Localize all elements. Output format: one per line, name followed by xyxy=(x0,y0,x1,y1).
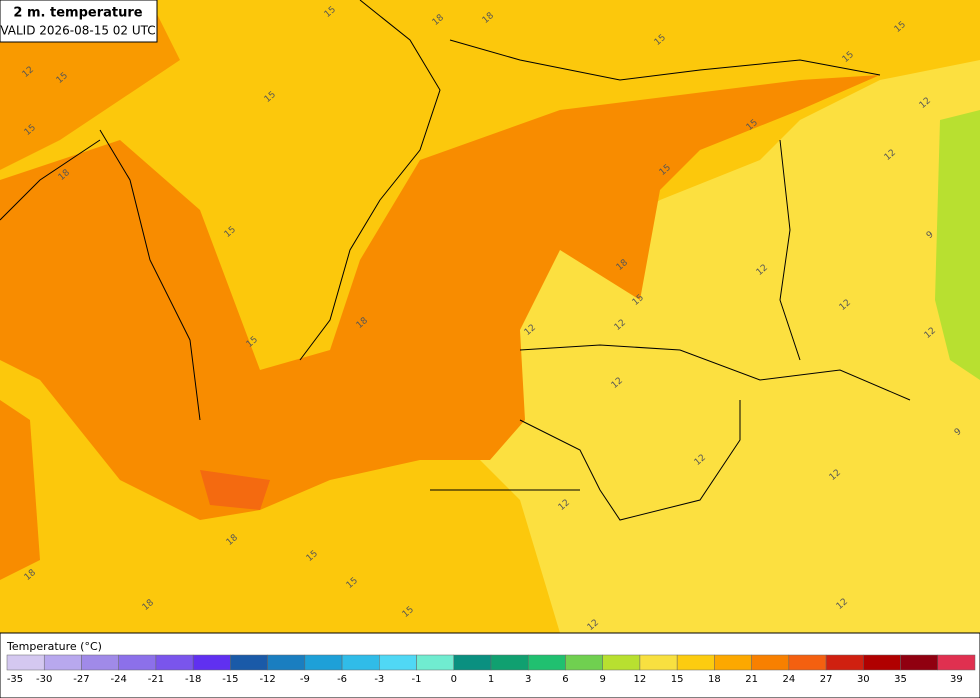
legend-label: 0 xyxy=(451,674,457,685)
legend-swatch xyxy=(304,654,343,671)
legend-label: -35 xyxy=(7,674,23,685)
legend-label: -30 xyxy=(36,674,52,685)
legend-label: -12 xyxy=(259,674,275,685)
legend-swatch xyxy=(714,654,752,671)
legend-label: 24 xyxy=(782,674,795,685)
legend-swatch xyxy=(192,654,231,671)
contour-label: 9 xyxy=(925,230,936,242)
legend-swatch xyxy=(155,654,194,671)
legend-swatch xyxy=(676,654,715,671)
legend-label: 6 xyxy=(562,674,568,685)
legend-label: 27 xyxy=(820,674,833,685)
legend-label: 9 xyxy=(600,674,606,685)
cool-region xyxy=(480,60,980,633)
legend-label: -21 xyxy=(148,674,164,685)
legend-swatch xyxy=(230,654,268,671)
legend-label: -3 xyxy=(374,674,384,685)
legend-swatch xyxy=(267,654,306,671)
legend-swatch xyxy=(825,654,864,671)
legend-label: -27 xyxy=(73,674,89,685)
legend-swatch xyxy=(937,654,976,671)
legend-swatch xyxy=(341,654,380,671)
legend-swatch xyxy=(602,654,641,671)
legend-label: -15 xyxy=(222,674,238,685)
legend-swatch xyxy=(527,654,566,671)
map-title: 2 m. temperature xyxy=(13,6,142,21)
legend-label: -18 xyxy=(185,674,201,685)
legend-swatch xyxy=(453,654,492,671)
legend-label: 18 xyxy=(708,674,721,685)
legend-label: 12 xyxy=(634,674,647,685)
borders xyxy=(0,0,911,521)
legend-swatch xyxy=(751,654,790,671)
legend-label: -6 xyxy=(337,674,347,685)
legend-label: -9 xyxy=(300,674,310,685)
legend-label: -1 xyxy=(412,674,422,685)
legend-swatch xyxy=(43,654,82,671)
legend: -35 -30 -27 -24 -21 -18 -15 -12 -9 -6 -3 -1 0 1 3 6 9 12 1… xyxy=(6,654,976,685)
legend-swatch xyxy=(788,654,827,671)
legend-label: -24 xyxy=(111,674,127,685)
legend-swatch xyxy=(6,654,45,671)
legend-label: 21 xyxy=(745,674,758,685)
legend-swatch xyxy=(379,654,417,671)
warm-spot xyxy=(200,470,270,510)
legend-swatch xyxy=(416,654,455,671)
legend-swatch xyxy=(81,654,119,671)
legend-swatch xyxy=(863,654,901,671)
legend-label: 35 xyxy=(894,674,907,685)
warm-sea xyxy=(0,75,880,520)
legend-swatch xyxy=(565,654,603,671)
cool-region xyxy=(935,110,980,380)
legend-label: 1 xyxy=(488,674,494,685)
legend-swatch xyxy=(118,654,157,671)
legend-label: 15 xyxy=(671,674,684,685)
legend-label: 30 xyxy=(857,674,870,685)
contour-label: 9 xyxy=(953,427,964,439)
legend-swatch xyxy=(490,654,529,671)
warm-region xyxy=(0,400,40,580)
valid-time: VALID 2026-08-15 02 UTC xyxy=(0,24,155,38)
legend-label: 39 xyxy=(950,674,963,685)
legend-title: Temperature (°C) xyxy=(6,640,102,653)
legend-swatch xyxy=(900,654,939,671)
title-box xyxy=(0,0,158,43)
legend-label: 3 xyxy=(525,674,531,685)
legend-swatch xyxy=(639,654,678,671)
